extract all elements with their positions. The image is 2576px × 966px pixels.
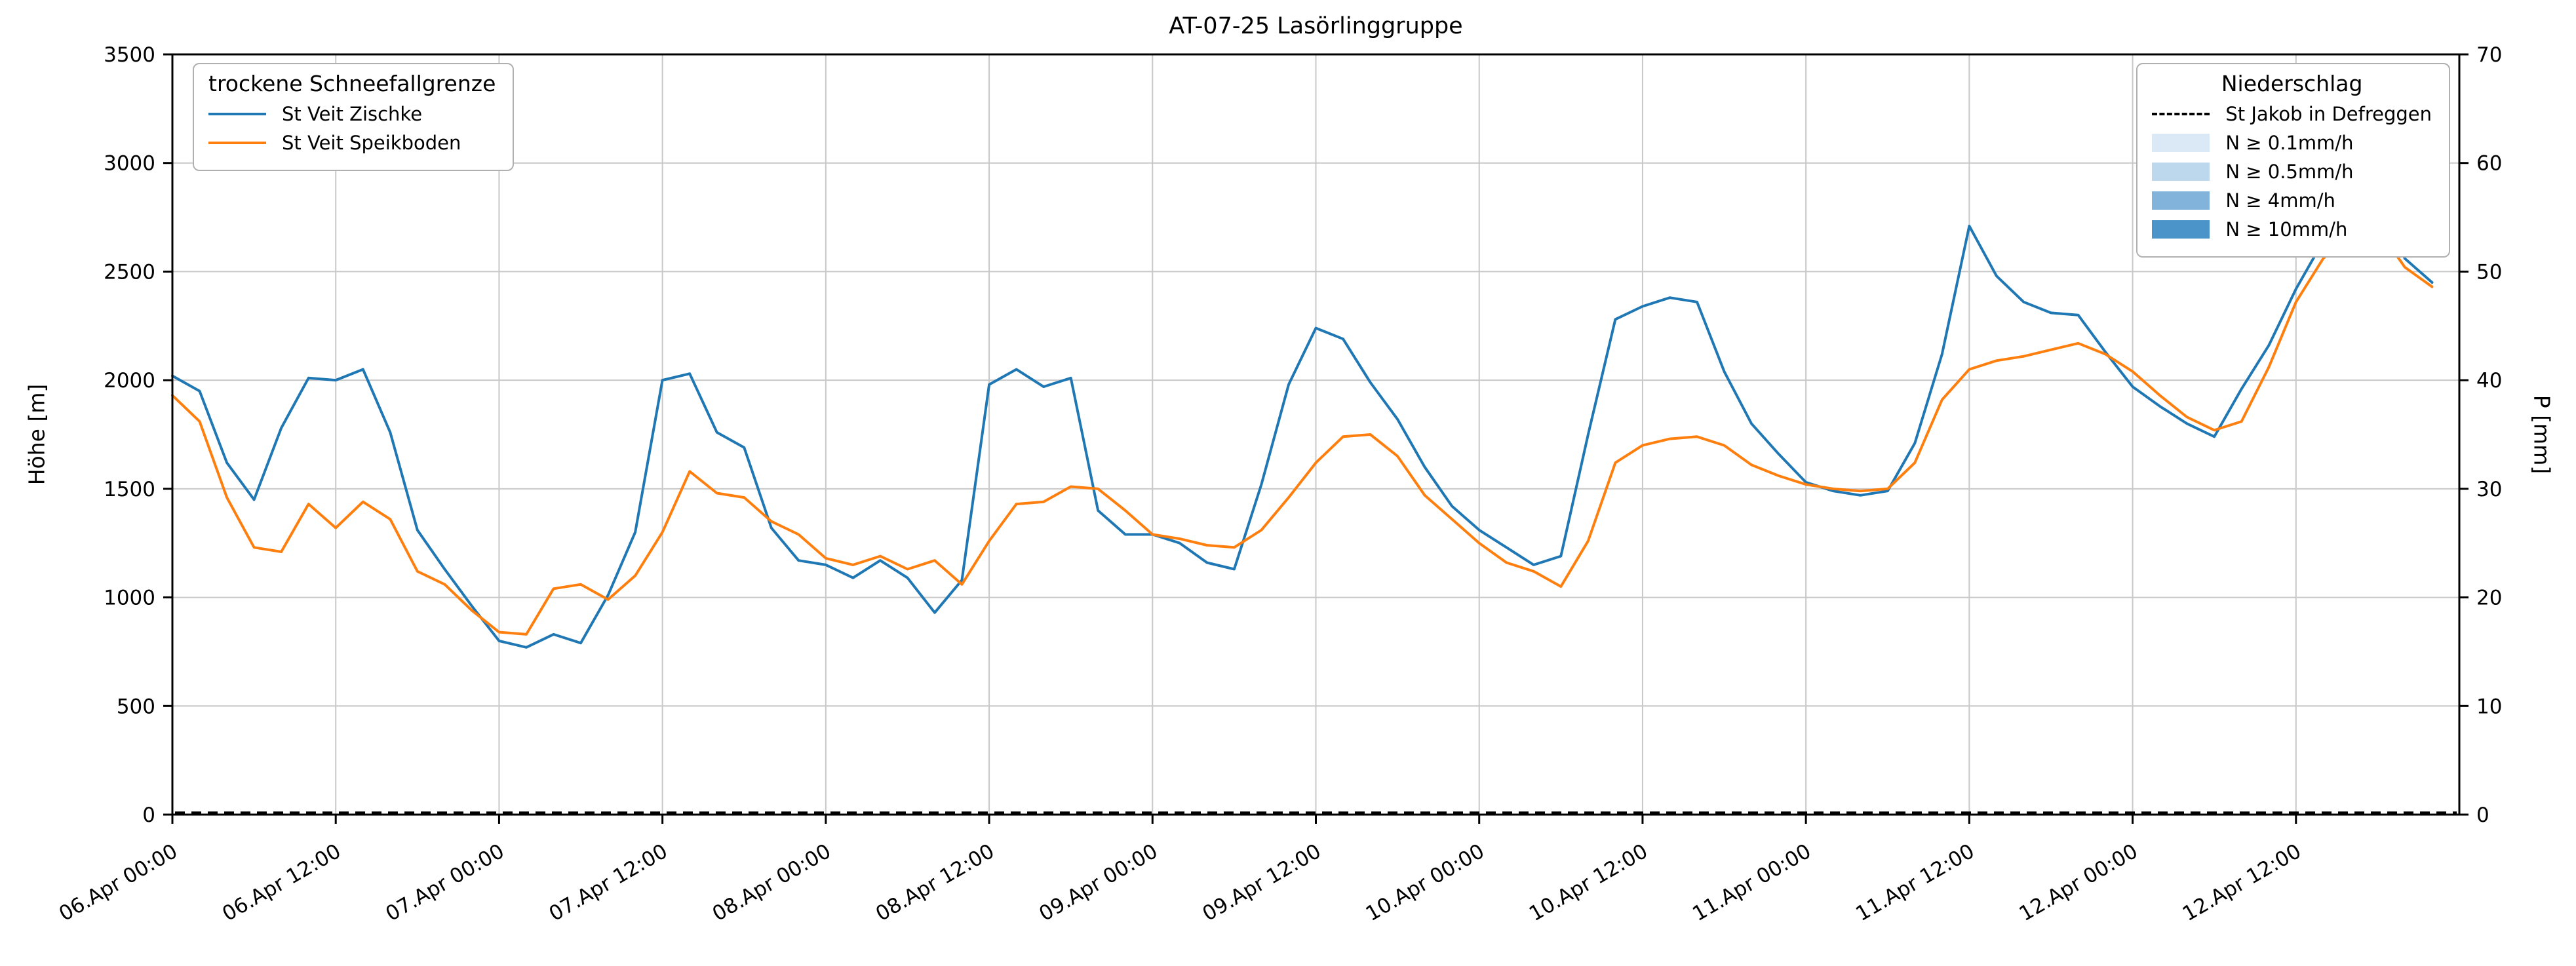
- x-tick-label: 09.Apr 12:00: [1198, 840, 1325, 926]
- legend-snowline-title: trockene Schneefallgrenze: [208, 71, 496, 96]
- legend-item-precip-level-1: N ≥ 0.1mm/h: [2152, 132, 2432, 154]
- legend-item-zischke: St Veit Zischke: [208, 103, 496, 125]
- legend-precip: Niederschlag St Jakob in Defreggen N ≥ 0…: [2136, 63, 2450, 258]
- y-left-tick-label: 2000: [104, 369, 155, 393]
- y-right-tick-label: 60: [2476, 152, 2502, 176]
- x-tick-label: 12.Apr 00:00: [2016, 840, 2142, 926]
- x-tick-label: 11.Apr 12:00: [1852, 840, 1978, 926]
- series-line-speikboden: [171, 227, 2434, 636]
- y-left-tick-label: 1000: [104, 587, 155, 610]
- legend-item-precip-level-4: N ≥ 10mm/h: [2152, 218, 2432, 241]
- series-line-zischke: [171, 183, 2434, 649]
- legend-item-st-jakob: St Jakob in Defreggen: [2152, 103, 2432, 125]
- x-tick-label: 12.Apr 12:00: [2179, 840, 2305, 926]
- zischke-line-swatch: [208, 113, 266, 115]
- legend-item-st-jakob-label: St Jakob in Defreggen: [2225, 103, 2432, 125]
- precip-level-1-swatch: [2152, 134, 2210, 152]
- y-left-tick-label: 2500: [104, 260, 155, 284]
- precip-level-4-label: N ≥ 10mm/h: [2225, 218, 2348, 241]
- legend-item-zischke-label: St Veit Zischke: [282, 103, 423, 125]
- legend-item-speikboden: St Veit Speikboden: [208, 132, 496, 154]
- y-axis-label-right: P [mm]: [2529, 395, 2555, 474]
- y-right-tick-label: 40: [2476, 369, 2502, 393]
- speikboden-line-swatch: [208, 142, 266, 144]
- x-tick-label: 10.Apr 00:00: [1362, 840, 1489, 926]
- x-tick-label: 07.Apr 00:00: [381, 840, 508, 926]
- legend-item-precip-level-3: N ≥ 4mm/h: [2152, 189, 2432, 212]
- x-tick-label: 08.Apr 12:00: [872, 840, 998, 926]
- y-left-tick-label: 500: [117, 695, 155, 718]
- x-tick-label: 10.Apr 12:00: [1525, 840, 1652, 926]
- x-tick-label: 07.Apr 12:00: [545, 840, 672, 926]
- chart-title: AT-07-25 Lasörlinggruppe: [1169, 13, 1463, 39]
- legend-item-precip-level-2: N ≥ 0.5mm/h: [2152, 161, 2432, 183]
- legend-snowline: trockene Schneefallgrenze St Veit Zischk…: [193, 63, 515, 171]
- y-right-tick-label: 20: [2476, 587, 2502, 610]
- x-tick-label: 06.Apr 00:00: [55, 840, 182, 926]
- precip-level-3-label: N ≥ 4mm/h: [2225, 189, 2335, 212]
- x-tick-label: 09.Apr 00:00: [1035, 840, 1161, 926]
- y-right-tick-label: 70: [2476, 43, 2502, 67]
- st-jakob-dashed-line-swatch: [2152, 113, 2210, 115]
- legend-item-speikboden-label: St Veit Speikboden: [282, 132, 461, 154]
- y-right-tick-label: 50: [2476, 260, 2502, 284]
- x-tick-label: 11.Apr 00:00: [1688, 840, 1815, 926]
- y-right-tick-label: 30: [2476, 478, 2502, 501]
- x-tick-label: 08.Apr 00:00: [709, 840, 835, 926]
- y-axis-label-left: Höhe [m]: [24, 383, 50, 486]
- y-left-tick-label: 0: [142, 803, 155, 827]
- y-right-tick-label: 0: [2476, 803, 2489, 827]
- x-tick-label: 06.Apr 12:00: [218, 840, 345, 926]
- precip-level-4-swatch: [2152, 220, 2210, 239]
- precip-level-1-label: N ≥ 0.1mm/h: [2225, 132, 2354, 154]
- y-left-tick-label: 3500: [104, 43, 155, 67]
- precip-level-3-swatch: [2152, 191, 2210, 210]
- y-left-tick-label: 1500: [104, 478, 155, 501]
- precip-level-2-label: N ≥ 0.5mm/h: [2225, 161, 2354, 183]
- y-right-tick-label: 10: [2476, 695, 2502, 718]
- legend-precip-title: Niederschlag: [2221, 71, 2363, 96]
- precip-level-2-swatch: [2152, 163, 2210, 181]
- y-left-tick-label: 3000: [104, 152, 155, 176]
